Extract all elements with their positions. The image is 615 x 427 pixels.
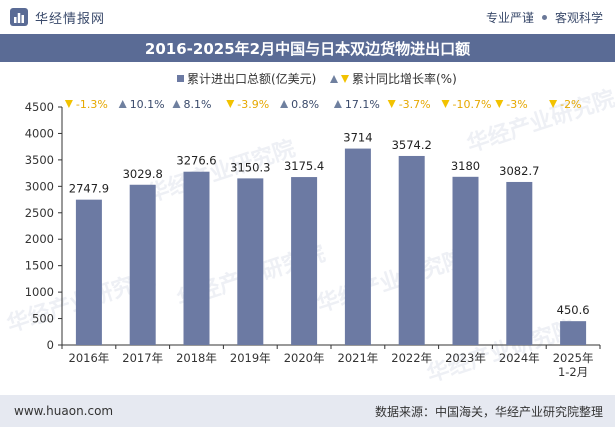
x-tick-label: 2017年 [122,351,163,365]
bar [344,148,371,345]
y-tick-label: 4500 [25,100,54,114]
bar-value-label: 3714 [343,131,372,145]
bar [398,155,425,345]
slogan-separator-dot [541,14,547,20]
x-tick-label: 2020年 [284,351,325,365]
growth-rate-label: -3.7% [399,98,431,111]
x-tick-label: 2021年 [338,351,379,365]
bar [129,184,156,345]
legend-up-triangle-icon [330,75,338,83]
header-bar: 华经情报网 专业严谨 客观科学 [0,0,615,34]
bar-value-label: 3175.4 [284,159,324,173]
legend-bar-swatch [177,75,184,82]
x-tick-label: 2022年 [391,351,432,365]
growth-rate-label: -10.7% [453,98,492,111]
watermark-text: 华经产业研究院 [464,85,615,157]
y-tick-label: 500 [32,312,54,326]
chart-title: 2016-2025年2月中国与日本双边货物进出口额 [144,39,471,58]
axes: 0 500 1000 1500 2000 2500 3000 3500 4000 4500 2016… [25,100,601,379]
growth-markers: -1.3% 10.1% 8.1% -3.9% 0.8% 17.1% -3.7% -10.7% -… [64,98,582,111]
growth-down-triangle-icon [64,100,73,108]
bar [183,171,210,345]
legend-growth-label: 累计同比增长率(%) [352,71,457,86]
x-tick-label: 2019年 [230,351,271,365]
growth-rate-label: -3% [506,98,527,111]
watermark-text: 华经产业研究院 [314,245,469,317]
bar [560,321,587,345]
bar-value-label: 3029.8 [123,167,163,181]
y-tick-label: 1500 [25,259,54,273]
slogan-right: 客观科学 [554,10,603,25]
y-tick-label: 4000 [25,126,54,140]
growth-up-triangle-icon [280,100,289,108]
slogan-left: 专业严谨 [485,10,534,25]
bar-value-label: 3276.6 [176,154,216,168]
brand[interactable]: 华经情报网 [9,7,105,27]
growth-rate-label: 10.1% [130,98,165,111]
bar [452,176,479,345]
brand-name: 华经情报网 [35,11,106,27]
x-tick-label: 2024年 [499,351,540,365]
bar [506,181,533,345]
y-tick-label: 3500 [25,153,54,167]
x-tick-label: 2018年 [176,351,217,365]
bar [75,199,102,345]
growth-down-triangle-icon [495,100,504,108]
title-bar: 2016-2025年2月中国与日本双边货物进出口额 [0,34,615,62]
growth-rate-label: 0.8% [291,98,319,111]
growth-up-triangle-icon [118,100,127,108]
bar-value-label: 3180 [451,159,480,173]
slogan: 专业严谨 客观科学 [486,9,603,26]
brand-logo-icon [10,8,28,26]
bar [237,178,264,345]
growth-up-triangle-icon [333,100,342,108]
footer: www.huaon.com 数据来源：中国海关，华经产业研究院整理 [0,395,615,427]
growth-down-triangle-icon [387,100,396,108]
bars: 2747.9 3029.8 3276.6 3150.3 3175.4 3714 3574.2… [69,131,590,345]
bar-value-label: 3574.2 [392,138,432,152]
growth-down-triangle-icon [226,100,235,108]
x-tick-label: 2016年 [69,351,110,365]
y-tick-label: 3000 [25,179,54,193]
bar-value-label: 2747.9 [69,182,109,196]
legend: 累计进出口总额(亿美元) 累计同比增长率(%) [177,71,457,86]
bar [291,177,318,345]
legend-down-triangle-icon [341,75,349,83]
growth-rate-label: -1.3% [76,98,108,111]
growth-rate-label: 17.1% [345,98,380,111]
growth-rate-label: -3.9% [237,98,269,111]
x-tick-label: 2023年 [445,351,486,365]
growth-down-triangle-icon [441,100,450,108]
growth-up-triangle-icon [172,100,181,108]
y-tick-label: 2500 [25,206,54,220]
footer-source: 数据来源：中国海关，华经产业研究院整理 [374,404,603,419]
growth-down-triangle-icon [549,100,558,108]
watermark-text: 华经产业研究院 [144,135,299,207]
growth-rate-label: -2% [560,98,581,111]
y-tick-label: 1000 [25,285,54,299]
bar-value-label: 3082.7 [499,164,539,178]
y-tick-label: 0 [47,338,54,352]
legend-bar-label: 累计进出口总额(亿美元) [187,71,316,86]
x-tick-label: 2025年 1-2月 [553,351,594,379]
bar-value-label: 3150.3 [230,160,270,174]
growth-rate-label: 8.1% [184,98,212,111]
footer-website-link[interactable]: www.huaon.com [14,404,114,418]
bar-value-label: 450.6 [557,303,590,317]
y-tick-label: 2000 [25,232,54,246]
bar-chart: 华经产业研究院华经产业研究院华经产业研究院华经产业研究院华经产业研究院华经产业研… [4,71,615,388]
